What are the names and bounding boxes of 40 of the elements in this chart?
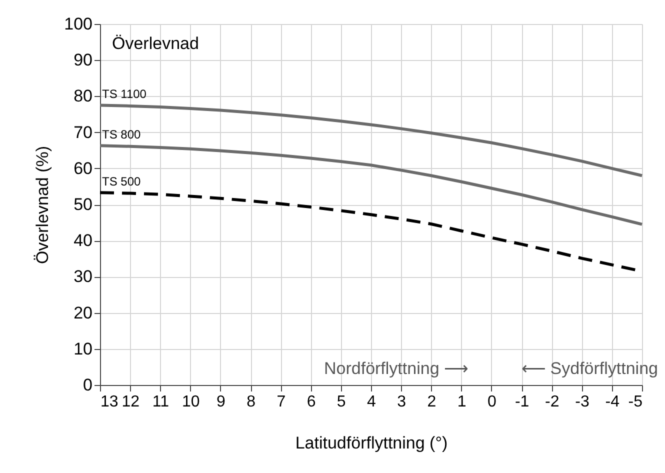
y-tick-label: 30 — [74, 267, 92, 286]
y-axis-title: Överlevnad (%) — [33, 146, 52, 264]
series-label: TS 500 — [102, 174, 142, 189]
x-tick-label: 4 — [367, 394, 376, 410]
x-tick-label: 0 — [487, 394, 496, 410]
y-tick-label: 100 — [64, 14, 92, 34]
x-tick-label: 8 — [246, 394, 256, 410]
y-tick-label: 90 — [74, 50, 92, 70]
y-tick-label: 50 — [74, 195, 92, 214]
x-tick-label: 2 — [427, 394, 436, 410]
series-label: TS 1100 — [102, 87, 147, 102]
annotation: Överlevnad — [112, 34, 199, 53]
annotation: Nordförflyttning ⟶ — [324, 359, 468, 378]
x-axis-title: Latitudförflyttning (°) — [295, 434, 448, 452]
line-series — [98, 104, 644, 178]
x-tick-label: -2 — [545, 394, 560, 410]
x-tick-label: -4 — [605, 394, 620, 410]
x-tick-label: -1 — [514, 394, 530, 410]
x-tick-label: 13 — [100, 394, 118, 410]
y-tick-label: 40 — [74, 231, 92, 250]
y-tick-label: 70 — [74, 122, 92, 142]
series-label: TS 800 — [102, 128, 142, 142]
x-tick-label: 6 — [306, 394, 316, 410]
y-tick-label: 80 — [74, 86, 92, 106]
x-tick-label: -3 — [575, 394, 590, 410]
x-tick-label: 5 — [336, 394, 346, 410]
x-tick-label: 12 — [122, 394, 140, 410]
x-tick-label: 7 — [276, 394, 286, 410]
x-tick-label: -5 — [628, 394, 643, 410]
x-tick-label: 3 — [397, 394, 406, 410]
x-tick-label: 1 — [457, 394, 466, 410]
annotation: ⟵ Sydförflyttning — [522, 359, 658, 378]
y-tick-label: 20 — [74, 303, 92, 322]
x-tick-label: 10 — [182, 394, 200, 410]
y-tick-label: 10 — [74, 339, 92, 358]
x-tick-label: 11 — [152, 394, 170, 410]
x-tick-label: 9 — [216, 394, 226, 410]
line-series — [98, 144, 644, 226]
y-tick-label: 0 — [83, 376, 92, 394]
y-tick-label: 60 — [74, 158, 92, 178]
